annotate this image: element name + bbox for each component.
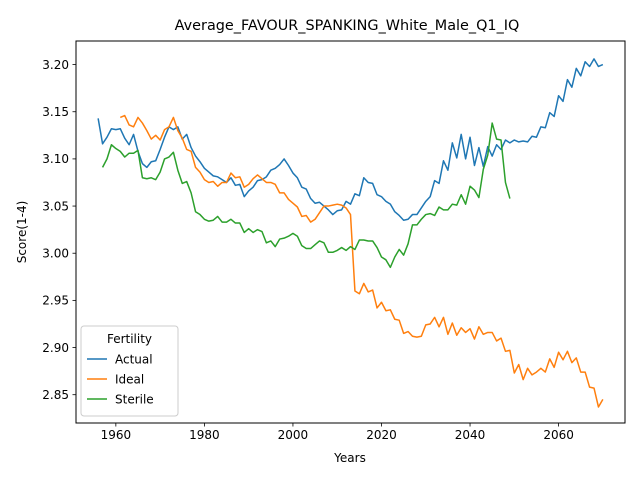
plot-lines [97, 58, 604, 408]
series-line-ideal [119, 114, 604, 408]
x-tick-label: 2000 [278, 428, 309, 442]
plot-frame [75, 40, 626, 424]
legend-title: Fertility [107, 332, 152, 346]
legend-box [80, 325, 179, 417]
y-tick-label: 2.90 [42, 341, 69, 355]
legend-label-ideal: Ideal [115, 372, 144, 386]
x-tick-label: 1960 [101, 428, 132, 442]
legend-label-actual: Actual [115, 352, 153, 366]
y-axis-label: Score(1-4) [15, 201, 29, 264]
chart-title: Average_FAVOUR_SPANKING_White_Male_Q1_IQ [175, 18, 520, 34]
y-tick-label: 3.20 [42, 58, 69, 72]
y-tick-label: 3.10 [42, 152, 69, 166]
x-tick-label: 2060 [543, 428, 574, 442]
x-tick-label: 2040 [455, 428, 486, 442]
y-tick-label: 3.05 [42, 199, 69, 213]
y-tick-label: 2.85 [42, 388, 69, 402]
legend-label-sterile: Sterile [115, 392, 154, 406]
y-tick-label: 3.15 [42, 105, 69, 119]
x-axis-label: Years [333, 451, 366, 465]
x-axis: 1960 1980 2000 2020 2040 2060 [101, 423, 574, 442]
y-axis: 2.85 2.90 2.95 3.00 3.05 3.10 3.15 3.20 [42, 58, 76, 402]
y-tick-label: 2.95 [42, 294, 69, 308]
series-line-sterile [101, 122, 511, 269]
y-tick-label: 3.00 [42, 247, 69, 261]
x-tick-label: 2020 [366, 428, 397, 442]
x-tick-label: 1980 [189, 428, 220, 442]
legend: Fertility Actual Ideal Sterile [80, 325, 179, 417]
